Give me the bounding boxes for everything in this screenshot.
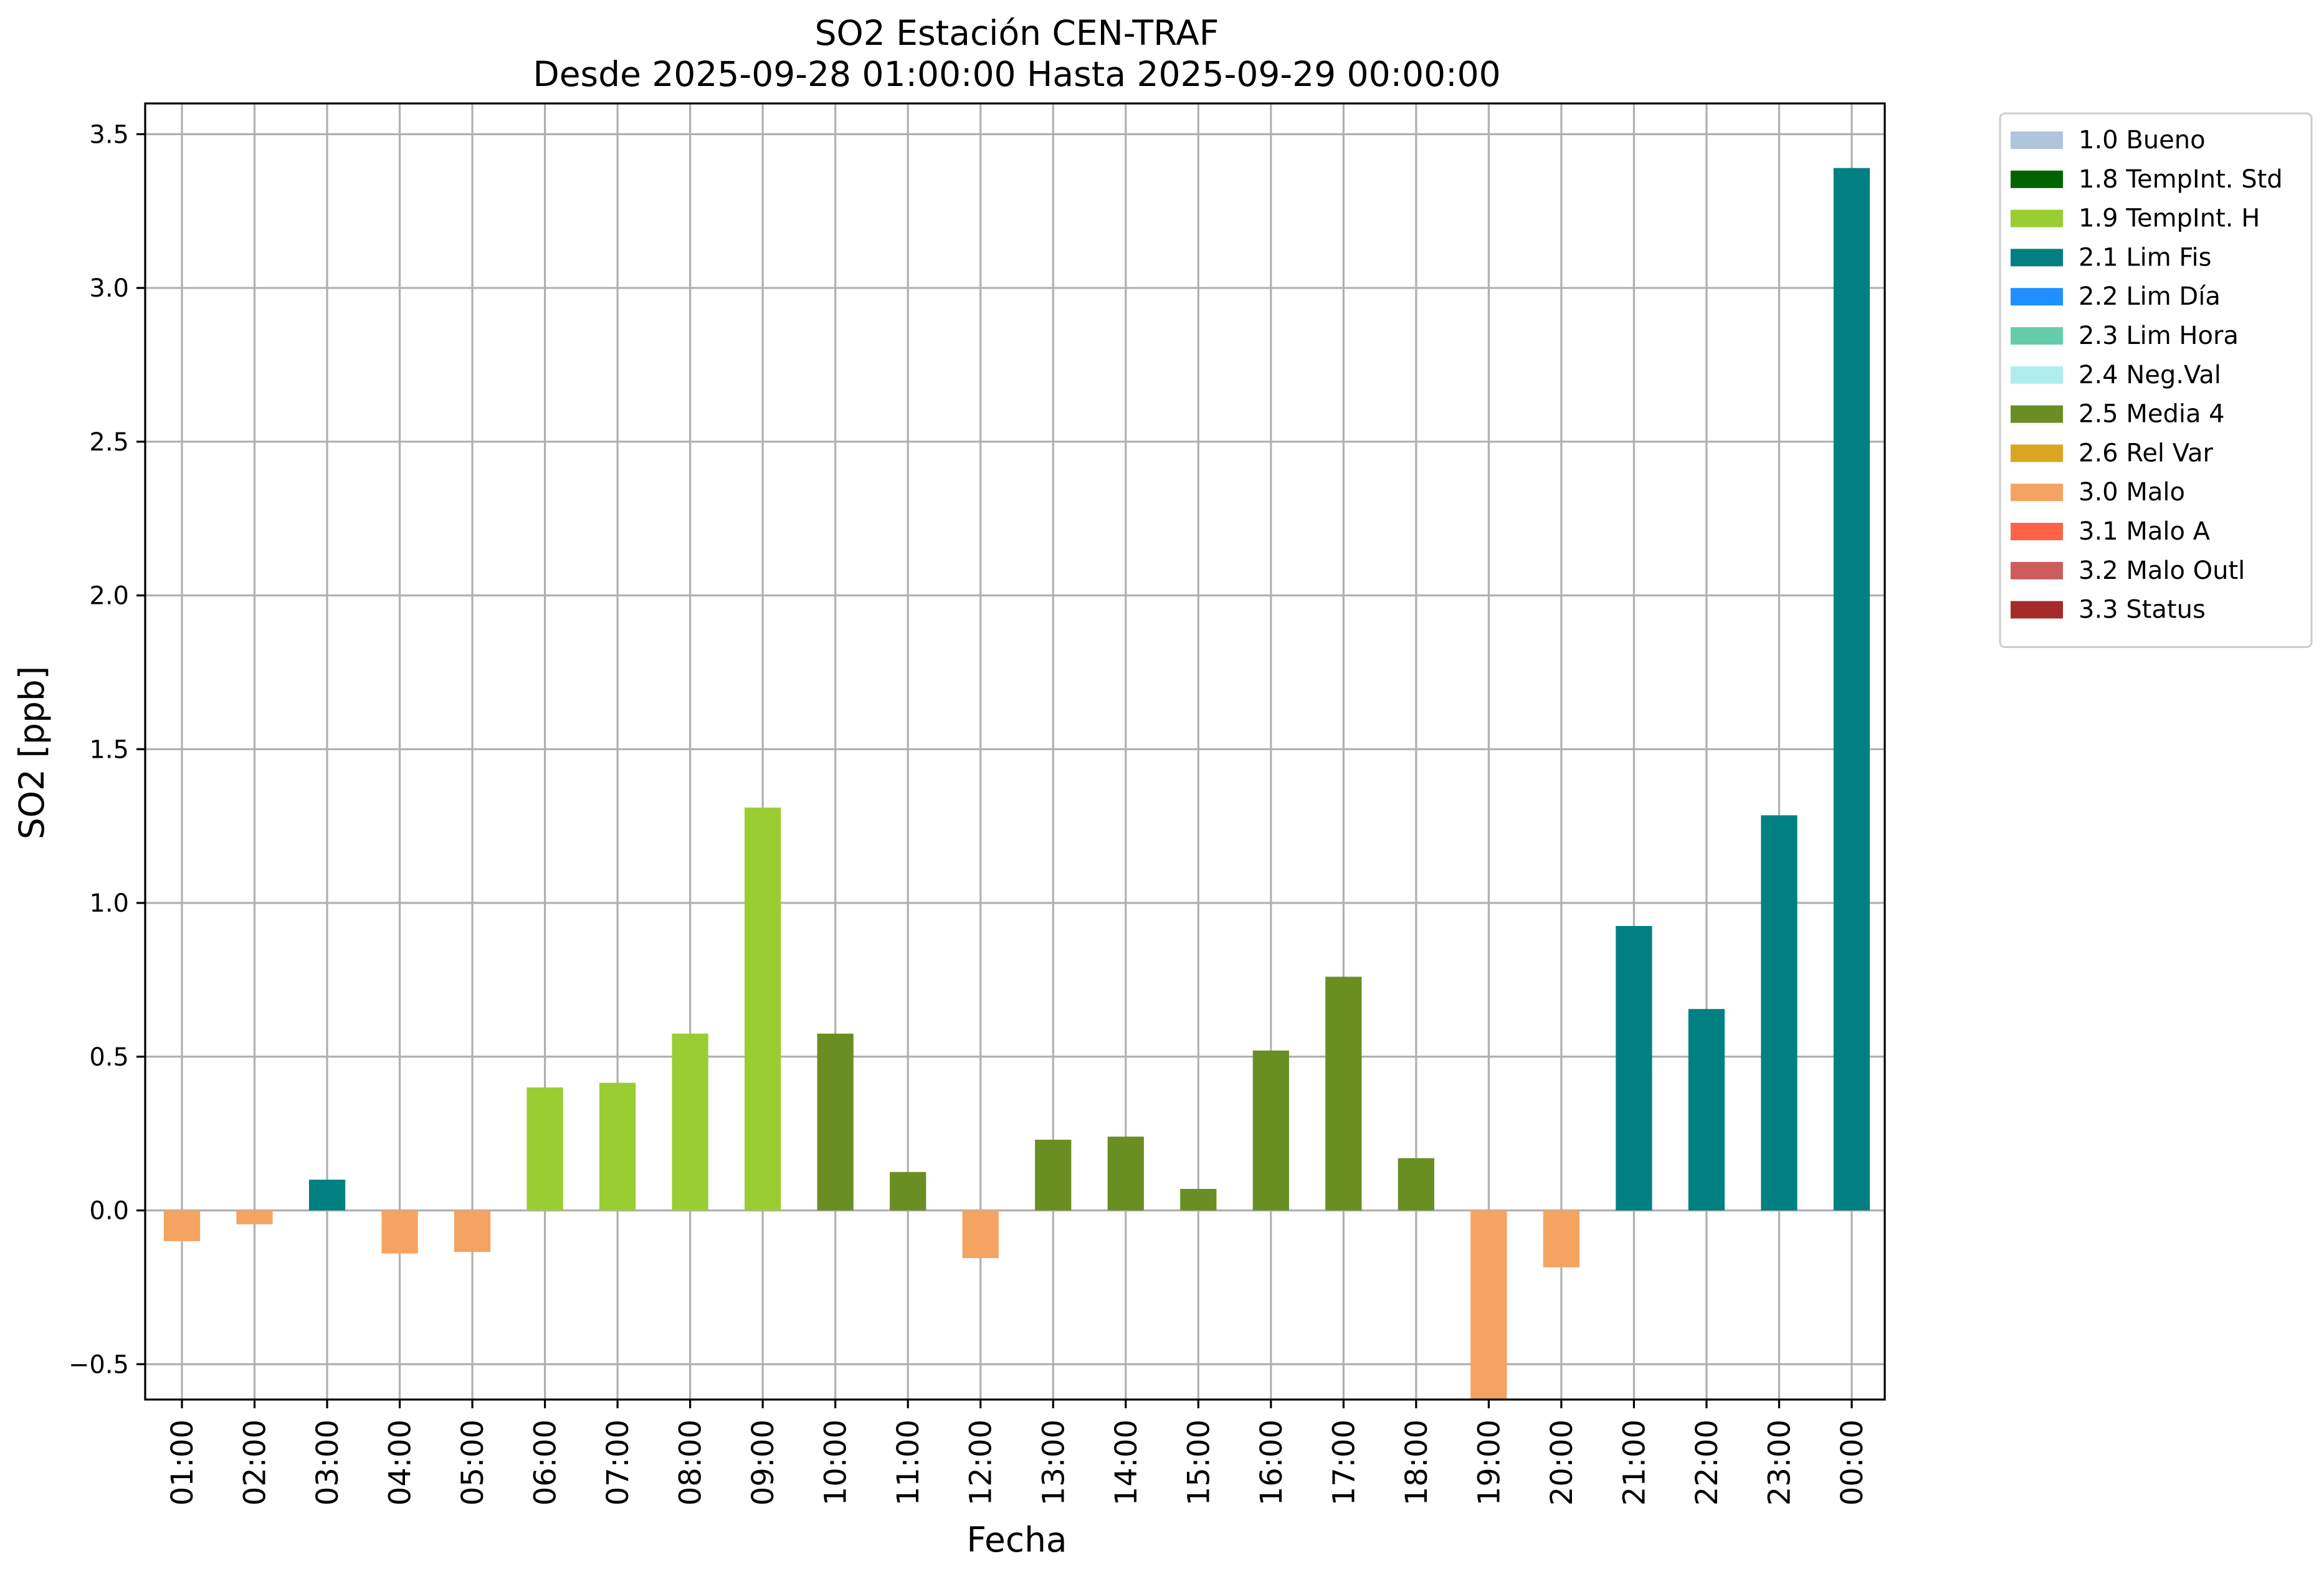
legend-label: 2.2 Lim Día xyxy=(2079,282,2221,311)
legend-label: 1.0 Bueno xyxy=(2079,126,2206,155)
legend-swatch xyxy=(2011,484,2063,502)
x-tick-label: 15:00 xyxy=(1181,1419,1216,1505)
bar xyxy=(1833,168,1870,1211)
legend-swatch xyxy=(2011,209,2063,227)
x-tick-label: 10:00 xyxy=(819,1419,854,1505)
chart-title: SO2 Estación CEN-TRAF xyxy=(815,13,1219,53)
legend-label: 3.0 Malo xyxy=(2079,478,2185,507)
legend-swatch xyxy=(2011,561,2063,580)
legend-label: 2.4 Neg.Val xyxy=(2079,361,2221,389)
legend-label: 2.5 Media 4 xyxy=(2079,400,2225,429)
y-tick-label: 3.5 xyxy=(89,120,129,149)
bar xyxy=(236,1210,273,1224)
y-tick-label: −0.5 xyxy=(69,1350,129,1379)
legend-swatch xyxy=(2011,601,2063,619)
x-tick-label: 04:00 xyxy=(383,1419,418,1505)
legend-swatch xyxy=(2011,249,2063,267)
bars xyxy=(163,168,1870,1400)
bar xyxy=(672,1033,708,1211)
legend-swatch xyxy=(2011,366,2063,384)
bar xyxy=(1180,1188,1217,1211)
legend-swatch xyxy=(2011,444,2063,462)
bar xyxy=(1616,926,1652,1211)
y-tick-label: 1.5 xyxy=(89,735,129,764)
legend-label: 3.2 Malo Outl xyxy=(2079,556,2245,585)
bar xyxy=(1035,1140,1072,1211)
legend-swatch xyxy=(2011,170,2063,188)
x-tick-label: 18:00 xyxy=(1399,1419,1434,1505)
x-tick-label: 12:00 xyxy=(964,1419,999,1505)
x-tick-label: 02:00 xyxy=(238,1419,273,1505)
bar xyxy=(1107,1137,1144,1211)
legend-label: 3.3 Status xyxy=(2079,596,2206,624)
y-tick-label: 0.5 xyxy=(89,1043,129,1072)
y-tick-label: 0.0 xyxy=(89,1197,129,1226)
bar xyxy=(454,1210,491,1252)
legend-swatch xyxy=(2011,405,2063,423)
bar xyxy=(1325,976,1362,1211)
bar xyxy=(1761,815,1798,1211)
y-tick-label: 1.0 xyxy=(89,889,129,918)
x-tick-label: 05:00 xyxy=(455,1419,490,1505)
legend-label: 3.1 Malo A xyxy=(2079,517,2211,546)
axes: −0.5 0.0 0.5 1.0 1.5 2.0 2.5 3.0 3.5 01:00 02:00 03… xyxy=(69,102,1886,1505)
x-tick-label: 17:00 xyxy=(1326,1419,1361,1505)
x-tick-label: 16:00 xyxy=(1254,1419,1289,1505)
bar xyxy=(890,1171,926,1211)
legend-swatch xyxy=(2011,131,2063,149)
x-tick-label: 22:00 xyxy=(1690,1419,1725,1505)
legend-swatch xyxy=(2011,327,2063,345)
legend-label: 2.6 Rel Var xyxy=(2079,439,2214,467)
bar xyxy=(1398,1158,1434,1211)
chart-subtitle: Desde 2025-09-28 01:00:00 Hasta 2025-09-… xyxy=(533,54,1500,94)
legend-label: 2.1 Lim Fis xyxy=(2079,243,2211,272)
bar xyxy=(745,808,781,1211)
bar xyxy=(1252,1050,1289,1211)
bar xyxy=(1470,1210,1507,1400)
x-tick-label: 09:00 xyxy=(746,1419,781,1505)
x-tick-label: 03:00 xyxy=(310,1419,345,1505)
bar xyxy=(817,1033,854,1211)
plot-frame xyxy=(144,102,1886,1401)
y-tick-label: 2.5 xyxy=(89,428,129,457)
bar xyxy=(599,1082,636,1211)
legend-box xyxy=(1999,112,2313,648)
legend-label: 1.9 TempInt. H xyxy=(2079,204,2260,233)
x-tick-label: 20:00 xyxy=(1545,1419,1579,1505)
bar xyxy=(381,1210,418,1254)
x-tick-label: 19:00 xyxy=(1472,1419,1507,1505)
x-axis-label: Fecha xyxy=(966,1520,1067,1560)
bar xyxy=(962,1210,999,1259)
x-tick-label: 01:00 xyxy=(165,1419,200,1505)
bar xyxy=(1688,1009,1725,1211)
x-tick-label: 14:00 xyxy=(1109,1419,1144,1505)
bar xyxy=(1543,1210,1580,1267)
x-tick-label: 00:00 xyxy=(1835,1419,1870,1505)
legend-label: 1.8 TempInt. Std xyxy=(2079,165,2283,194)
bar xyxy=(526,1087,563,1211)
x-tick-label: 21:00 xyxy=(1617,1419,1652,1505)
bar xyxy=(308,1180,346,1211)
legend-swatch xyxy=(2011,523,2063,540)
legend: 1.0 Bueno 1.8 TempInt. Std 1.9 TempInt. H 2… xyxy=(1999,112,2313,648)
bar xyxy=(163,1210,201,1241)
x-tick-label: 13:00 xyxy=(1036,1419,1071,1505)
x-tick-label: 08:00 xyxy=(674,1419,708,1505)
y-tick-label: 2.0 xyxy=(89,582,129,611)
legend-swatch xyxy=(2011,288,2063,306)
legend-label: 2.3 Lim Hora xyxy=(2079,322,2239,350)
x-tick-label: 23:00 xyxy=(1762,1419,1797,1505)
x-tick-label: 07:00 xyxy=(601,1419,636,1505)
x-tick-label: 06:00 xyxy=(528,1419,563,1505)
x-tick-label: 11:00 xyxy=(891,1419,926,1505)
y-tick-label: 3.0 xyxy=(89,274,129,303)
y-axis-label: SO2 [ppb] xyxy=(12,666,52,839)
